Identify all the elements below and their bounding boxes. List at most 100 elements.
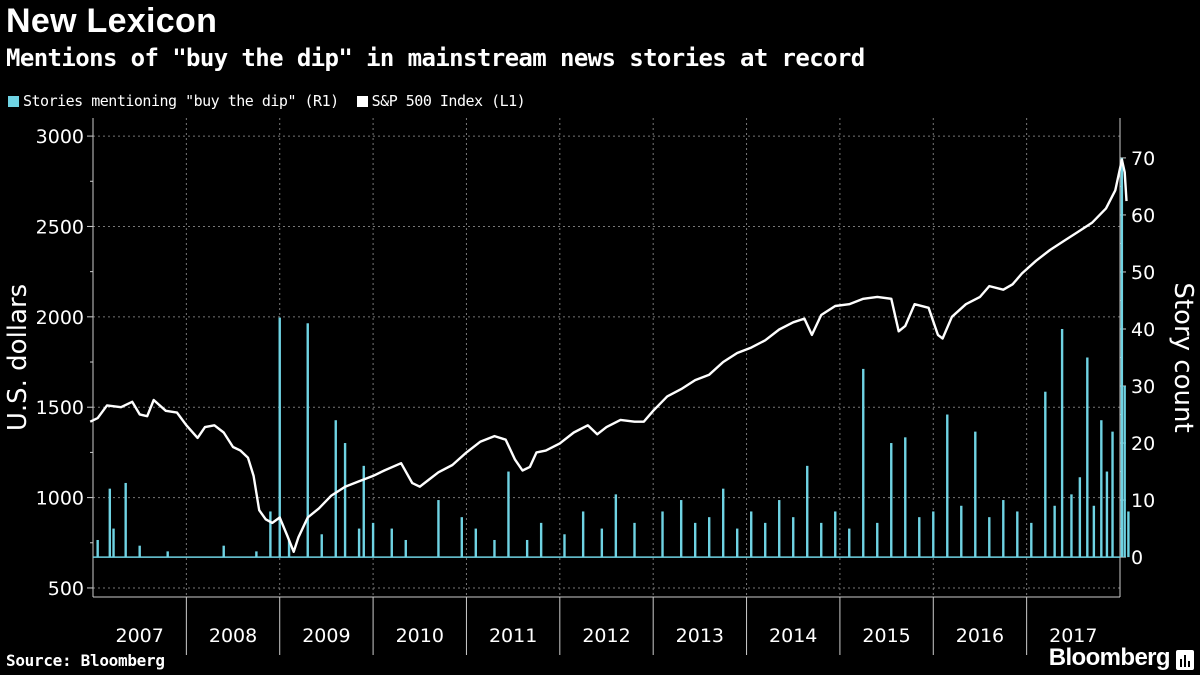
y-right-tick-label: 70 <box>1131 148 1155 170</box>
y-left-tick-label: 1000 <box>36 488 84 510</box>
y-right-axis-title: Story count <box>1168 282 1198 432</box>
bar <box>343 443 347 558</box>
bar <box>1092 505 1096 558</box>
legend-label-sp500: S&P 500 Index (L1) <box>371 92 526 110</box>
bar <box>806 465 809 558</box>
x-tick-label: 2011 <box>489 625 537 647</box>
sp500-line <box>89 158 1128 553</box>
x-tick-label: 2008 <box>209 625 257 647</box>
bar <box>437 500 440 558</box>
bar <box>1100 420 1103 558</box>
bar <box>525 539 529 558</box>
bar <box>946 414 949 558</box>
bar <box>563 534 566 558</box>
legend-swatch-sp500 <box>356 95 368 107</box>
bar <box>708 517 711 558</box>
bar <box>876 522 879 558</box>
bar <box>1070 494 1073 558</box>
brand-logo: Bloomberg <box>1048 644 1171 671</box>
bar <box>334 420 337 558</box>
y-right-tick-label: 10 <box>1131 490 1155 512</box>
bar <box>507 471 510 558</box>
y-left-tick-label: 2000 <box>36 307 84 329</box>
bar <box>320 534 323 558</box>
source-note: Source: Bloomberg <box>6 651 165 670</box>
bar <box>96 539 99 558</box>
bar <box>918 517 921 558</box>
y-right-tick-label: 30 <box>1131 376 1155 398</box>
bar <box>862 368 865 558</box>
bar <box>390 528 393 558</box>
brand-chart-icon <box>1176 650 1194 670</box>
bar <box>108 488 112 558</box>
x-tick-label: 2014 <box>769 625 817 647</box>
bar <box>124 482 127 558</box>
x-tick-label: 2015 <box>862 625 910 647</box>
bar <box>306 323 309 558</box>
bar <box>1002 500 1005 558</box>
bar <box>1127 511 1130 558</box>
y-left-tick-label: 3000 <box>36 126 84 148</box>
bar <box>138 545 141 558</box>
legend-item-sp500: S&P 500 Index (L1) <box>356 92 526 110</box>
y-left-axis-title: U.S. dollars <box>3 284 33 431</box>
bar <box>1086 357 1089 558</box>
x-tick-label: 2007 <box>116 625 164 647</box>
bar <box>1060 328 1064 558</box>
bar <box>988 517 991 558</box>
bar <box>960 505 963 558</box>
bar <box>764 522 767 558</box>
bar <box>222 545 225 558</box>
bar <box>112 528 115 558</box>
bar <box>792 517 795 558</box>
bar <box>287 539 291 558</box>
bar <box>693 522 697 558</box>
y-right-tick-label: 20 <box>1131 433 1155 455</box>
bar <box>778 500 781 558</box>
bar <box>1016 511 1019 558</box>
x-tick-label: 2010 <box>396 625 444 647</box>
bar <box>404 539 407 558</box>
bar <box>633 522 636 558</box>
chart-title: New Lexicon <box>6 2 218 40</box>
bar <box>1120 157 1124 558</box>
bar <box>661 511 664 558</box>
bar <box>736 528 739 558</box>
bar <box>357 528 361 558</box>
bar <box>371 522 375 558</box>
bar <box>600 528 604 558</box>
bar <box>493 539 496 558</box>
bar <box>722 488 725 558</box>
legend-label-stories: Stories mentioning "buy the dip" (R1) <box>23 92 339 110</box>
bar <box>1030 522 1033 558</box>
bar <box>166 551 169 558</box>
bar <box>460 517 463 558</box>
bar <box>679 500 683 558</box>
x-tick-label: 2012 <box>582 625 630 647</box>
bar <box>278 317 281 558</box>
bar <box>1123 386 1126 558</box>
bar <box>1105 471 1109 558</box>
bar <box>848 528 851 558</box>
bar <box>1044 391 1047 558</box>
bar <box>750 511 753 558</box>
bar <box>932 511 935 558</box>
legend: Stories mentioning "buy the dip" (R1) S&… <box>8 92 526 110</box>
bar <box>581 511 585 558</box>
bar <box>255 551 258 558</box>
bar <box>539 522 543 558</box>
bar <box>904 437 907 558</box>
legend-swatch-stories <box>8 95 19 107</box>
bar <box>614 494 618 558</box>
x-tick-label: 2009 <box>302 625 350 647</box>
bar <box>820 522 823 558</box>
y-left-tick-label: 1500 <box>36 397 84 419</box>
x-tick-label: 2013 <box>676 625 724 647</box>
bar <box>834 511 837 558</box>
bar <box>974 431 977 558</box>
bar <box>1111 431 1114 558</box>
y-left-tick-label: 2500 <box>36 216 84 238</box>
x-tick-label: 2017 <box>1049 625 1097 647</box>
bar <box>1078 477 1082 558</box>
